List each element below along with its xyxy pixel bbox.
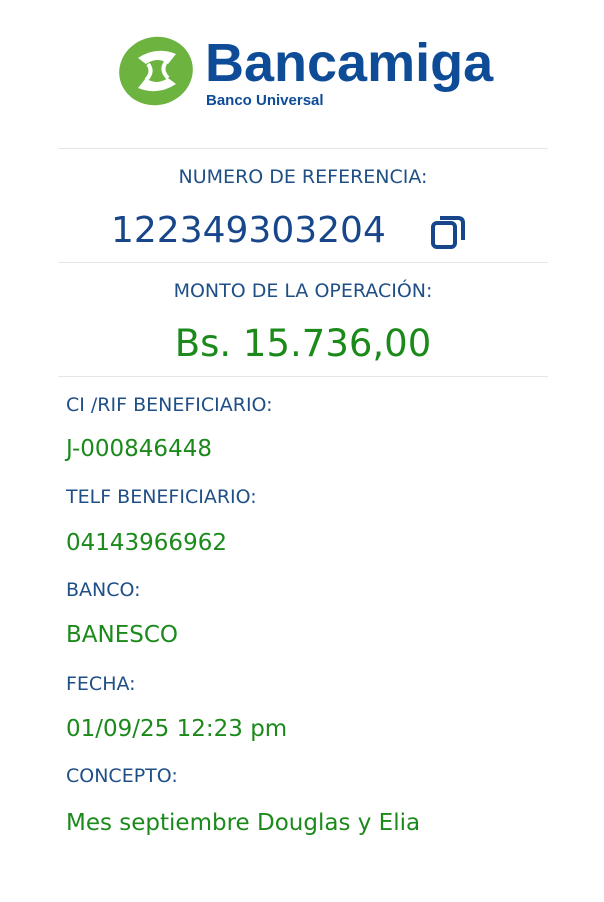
reference-number: 122349303204 xyxy=(111,210,386,251)
divider xyxy=(58,376,548,377)
divider xyxy=(58,148,548,149)
reference-label: NUMERO DE REFERENCIA: xyxy=(178,166,428,188)
beneficiary-id-value: J-000846448 xyxy=(66,436,212,462)
bank-logo xyxy=(118,34,198,108)
bank-name: Bancamiga xyxy=(205,33,494,93)
bancamiga-logo-icon xyxy=(119,36,193,106)
amount-value: Bs. 15.736,00 xyxy=(174,322,432,365)
date-label: FECHA: xyxy=(66,673,136,695)
copy-icon[interactable] xyxy=(430,214,466,250)
concept-value: Mes septiembre Douglas y Elia xyxy=(66,810,421,836)
beneficiary-phone-value: 04143966962 xyxy=(66,530,227,556)
date-value: 01/09/25 12:23 pm xyxy=(66,716,288,742)
concept-label: CONCEPTO: xyxy=(66,765,178,787)
amount-label: MONTO DE LA OPERACIÓN: xyxy=(173,280,433,302)
divider xyxy=(58,262,548,263)
beneficiary-id-label: CI /RIF BENEFICIARIO: xyxy=(66,394,273,416)
beneficiary-phone-label: TELF BENEFICIARIO: xyxy=(66,486,257,508)
bank-value: BANESCO xyxy=(66,622,179,648)
bank-tagline: Banco Universal xyxy=(206,92,324,109)
bank-label: BANCO: xyxy=(66,579,141,601)
